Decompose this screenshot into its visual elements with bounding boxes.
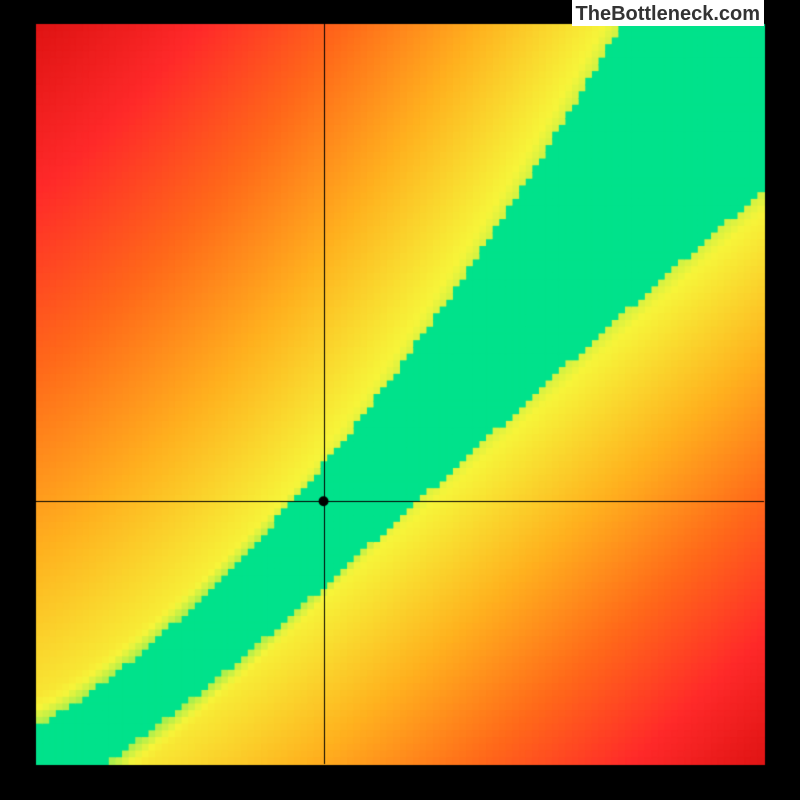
attribution-label: TheBottleneck.com [572, 0, 764, 26]
heatmap-canvas [0, 0, 800, 800]
chart-container: TheBottleneck.com [0, 0, 800, 800]
